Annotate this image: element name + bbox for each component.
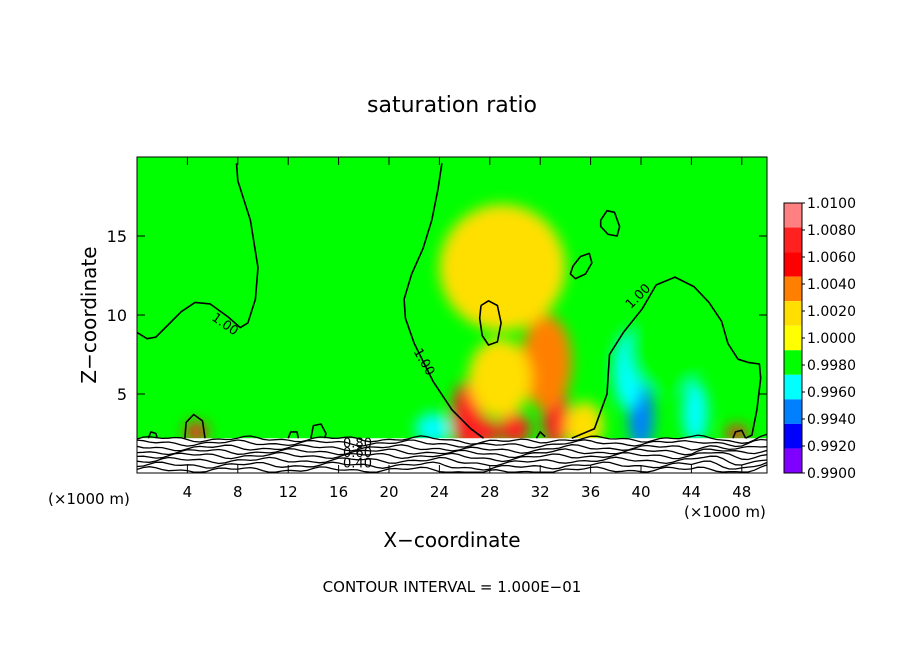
contour-label: 0.60	[343, 446, 372, 461]
contour-line-1-00	[184, 413, 206, 439]
colorbar: 1.0100 1.0080 1.0060 1.0040 1.0020 1.0000 0.99…	[783, 196, 856, 482]
colorbar-swatch	[784, 374, 802, 400]
x-axis-label: X−coordinate	[383, 528, 520, 552]
contour-label: 0.80	[343, 437, 372, 452]
contour-line-1-00	[535, 431, 546, 439]
x-tick-label: 12	[279, 483, 298, 501]
colorbar-label: 1.0060	[807, 250, 856, 266]
surface-contour-line	[137, 464, 767, 473]
contour-line-1-00	[599, 209, 621, 237]
surface-contour-line	[137, 451, 767, 463]
field-anomaly	[725, 425, 749, 442]
contour-line-1-00	[147, 431, 158, 439]
colorbar-label: 0.9980	[807, 358, 856, 374]
colorbar-label: 1.0020	[807, 304, 856, 320]
colorbar-label: 1.0080	[807, 223, 856, 239]
ground-layer	[137, 433, 767, 473]
contour-line-1-00	[287, 431, 300, 439]
field-anomaly	[184, 422, 208, 442]
colorbar-label: 0.9960	[807, 385, 856, 401]
x-tick-label: 4	[183, 483, 193, 501]
surface-contour-line	[137, 433, 767, 445]
contour-line-1-00	[569, 252, 593, 280]
x-tick-label: 24	[430, 483, 449, 501]
field-anomaly	[281, 236, 371, 331]
surface-contour-line	[137, 448, 767, 459]
x-unit-left: (×1000 m)	[48, 490, 130, 508]
colorbar-swatch	[784, 252, 802, 277]
x-tick-label: 48	[732, 483, 751, 501]
colorbar-swatch	[784, 325, 802, 351]
colorbar-swatch	[784, 203, 802, 228]
field-anomaly	[628, 299, 704, 394]
field-anomaly	[521, 315, 572, 410]
colorbar-label: 0.9900	[807, 466, 856, 482]
contour-label: 0.40	[343, 456, 372, 471]
colorbar-swatch	[784, 227, 802, 253]
x-unit-right: (×1000 m)	[684, 503, 766, 521]
colorbar-swatch	[784, 350, 802, 375]
x-tick-label: 8	[233, 483, 243, 501]
contour-line-1-00	[732, 429, 747, 439]
x-tick-label: 28	[480, 483, 499, 501]
x-axis-ticks: 4 8 12 16 20 24 28 32 36 40 44 48	[183, 157, 751, 501]
y-tick-label: 5	[117, 385, 127, 404]
colorbar-swatch	[784, 399, 802, 424]
colorbar-label: 1.0040	[807, 277, 856, 293]
field-anomaly	[439, 204, 566, 331]
x-tick-label: 44	[682, 483, 701, 501]
colorbar-swatch	[784, 448, 802, 473]
contour-line-1-00	[310, 423, 327, 439]
field-anomaly	[499, 412, 531, 445]
y-tick-label: 10	[107, 306, 127, 325]
contour-interval-note: CONTOUR INTERVAL = 1.000E−01	[323, 578, 582, 596]
colorbar-swatch	[784, 423, 802, 449]
x-tick-label: 36	[581, 483, 600, 501]
field-anomaly	[682, 381, 708, 445]
x-tick-label: 32	[531, 483, 550, 501]
contour-line-1-00	[478, 300, 502, 346]
saturation-field	[184, 204, 749, 451]
colorbar-label: 1.0000	[807, 331, 856, 347]
y-axis-ticks: 5 10 15	[107, 227, 767, 404]
contour-line-1-00	[137, 163, 259, 340]
x-tick-label: 16	[329, 483, 348, 501]
surface-contour-line	[137, 444, 767, 454]
y-tick-label: 15	[107, 227, 127, 246]
colorbar-swatch	[784, 276, 802, 302]
field-anomaly	[468, 338, 532, 418]
surface-contour-line	[137, 455, 767, 467]
contour-line-1-00	[403, 163, 484, 439]
chart-title: saturation ratio	[367, 93, 537, 118]
surface-contour-line	[137, 438, 767, 449]
colorbar-swatch	[784, 301, 802, 326]
colorbar-label: 0.9920	[807, 439, 856, 455]
x-tick-label: 20	[379, 483, 398, 501]
colorbar-label: 1.0100	[807, 196, 856, 212]
surface-contour-line	[137, 460, 767, 471]
contour-lines	[137, 163, 762, 439]
x-tick-label: 40	[631, 483, 650, 501]
y-axis-label: Z−coordinate	[77, 246, 101, 383]
contour-line-1-00	[571, 276, 762, 439]
colorbar-label: 0.9940	[807, 412, 856, 428]
